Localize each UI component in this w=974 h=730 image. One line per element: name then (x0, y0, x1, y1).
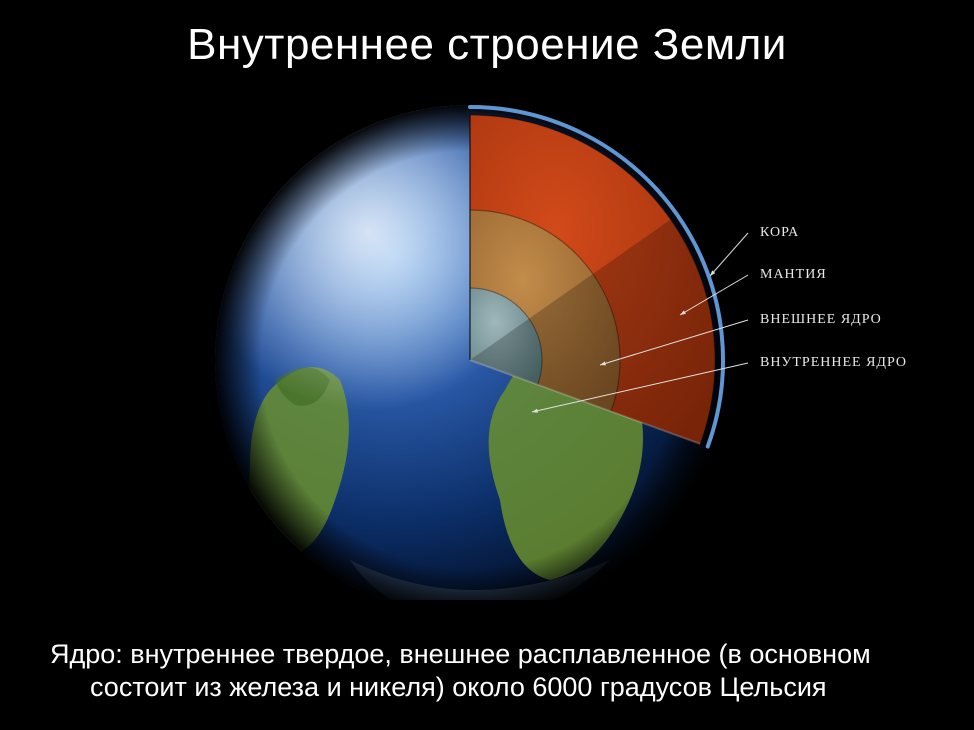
earth-cutaway-diagram (210, 100, 730, 600)
label-outer_core: ВНЕШНЕЕ ЯДРО (760, 312, 882, 328)
caption-text: Ядро: внутреннее твердое, внешнее распла… (30, 638, 910, 706)
page-title: Внутреннее строение Земли (0, 20, 974, 70)
label-crust: КОРА (760, 225, 799, 241)
label-inner_core: ВНУТРЕННЕЕ ЯДРО (760, 355, 907, 371)
slide-stage: Внутреннее строение Земли КОРА МАНТИЯ ВНЕШ… (0, 0, 974, 730)
label-mantle: МАНТИЯ (760, 267, 827, 283)
